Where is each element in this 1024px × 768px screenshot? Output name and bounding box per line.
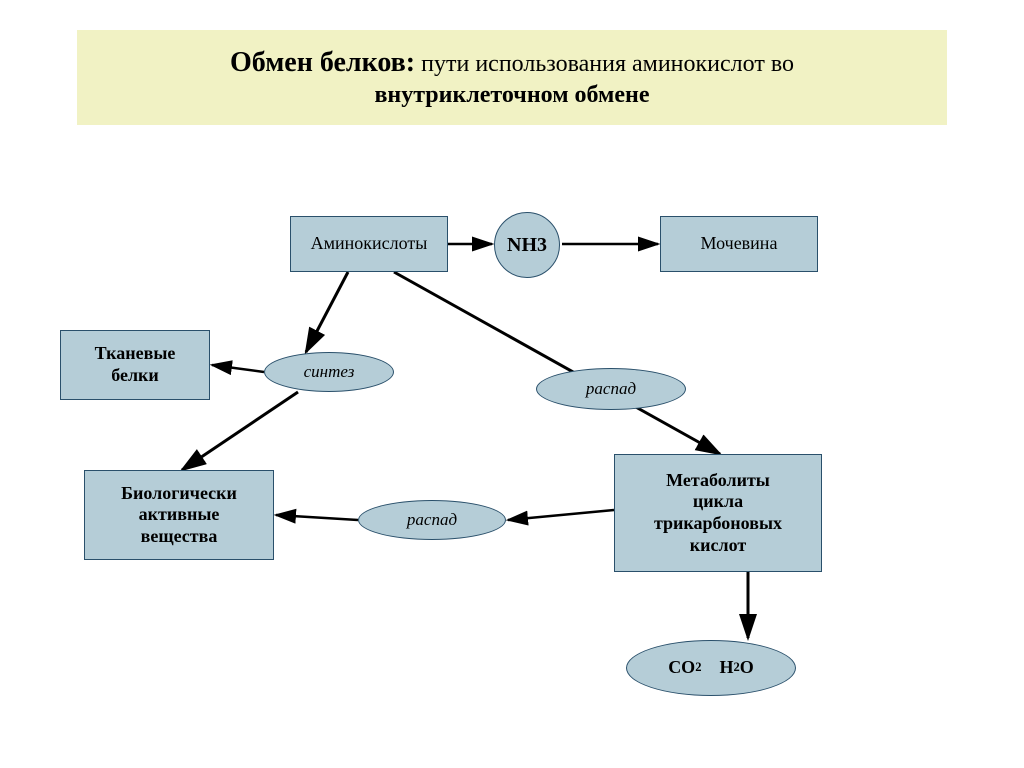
node-urea: Мочевина	[660, 216, 818, 272]
node-decay1: распад	[536, 368, 686, 410]
arrow-3	[212, 365, 264, 372]
arrow-2	[306, 272, 348, 352]
node-decay2: распад	[358, 500, 506, 540]
node-tca: Метаболитыциклатрикарбоновыхкислот	[614, 454, 822, 572]
arrow-5	[394, 272, 720, 454]
node-co2h2o: CO2 H2O	[626, 640, 796, 696]
diagram-title: Обмен белков: пути использования аминоки…	[77, 30, 947, 125]
arrow-4	[182, 392, 298, 470]
node-nh3: NH3	[494, 212, 560, 278]
arrow-7	[276, 515, 358, 520]
arrow-6	[508, 510, 614, 520]
node-synth: синтез	[264, 352, 394, 392]
node-amino: Аминокислоты	[290, 216, 448, 272]
node-tissue: Тканевыебелки	[60, 330, 210, 400]
node-bav: Биологическиактивныевещества	[84, 470, 274, 560]
diagram-canvas: Обмен белков: пути использования аминоки…	[0, 0, 1024, 768]
